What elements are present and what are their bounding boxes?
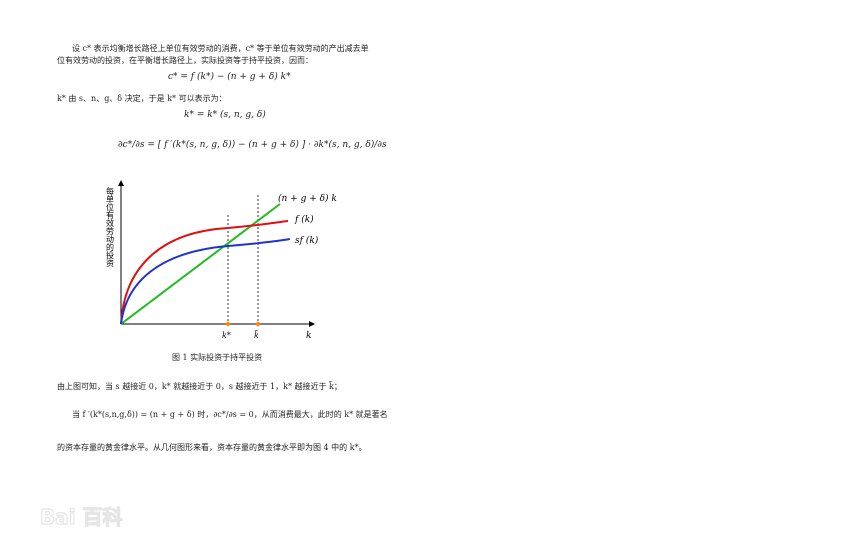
curve-sf-k (120, 238, 291, 325)
kstar-marker (225, 321, 231, 327)
figure-caption: 图 1 实际投资于持平投资 (172, 353, 263, 362)
paragraph-3: 由上图可知，当 s 越接近 0，k* 就越接近于 0，s 越接近于 1，k* 越… (57, 382, 342, 391)
paragraph-1-line-2: 位有效劳动的投资，在平衡增长路径上，实际投资等于持平投资，因而： (57, 56, 313, 65)
watermark-logo: Bai 百科 (40, 504, 123, 529)
paragraph-1-line-1: 设 c* 表示均衡增长路径上单位有效劳动的消费，c* 等于单位有效劳动的产出减去… (72, 44, 369, 53)
paragraph-5: 的资本存量的黄金律水平。从几何图形来看，资本存量的黄金律水平即为图 4 中的 k… (57, 443, 367, 452)
paragraph-2: k* 由 s、n、g、δ 决定，于是 k* 可以表示为： (57, 94, 227, 103)
x-axis-label: k (306, 331, 311, 341)
label-break-even: (n + g + δ) k (278, 193, 337, 204)
y-axis-label: 每单位有效劳动的投资 (106, 186, 115, 268)
equation-derivative: ∂c*/∂s = [ f ′(k*(s, n, g, δ)) − (n + g … (118, 140, 387, 150)
label-f-k: f (k) (294, 214, 314, 225)
tick-label-kstar: k* (222, 331, 231, 340)
figure-chart: 每单位有效劳动的投资 (n + g + δ) k f (k) sf (k) k*… (106, 180, 337, 341)
equation-kstar: k* = k* (s, n, g, δ) (184, 110, 266, 120)
equation-consumption: c* = f (k*) − (n + g + δ) k* (168, 72, 291, 82)
curve-f-k (120, 220, 289, 325)
paragraph-4: 当 f ′(k*(s,n,g,δ)) = (n + g + δ) 时，∂c*/∂… (72, 410, 388, 419)
ktilde-marker (255, 321, 261, 327)
label-sf-k: sf (k) (295, 235, 319, 246)
svg-text:Bai 百科: Bai 百科 (40, 505, 123, 529)
tick-label-ktilde: k̃ (254, 329, 259, 340)
line-break-even-investment (120, 203, 281, 325)
